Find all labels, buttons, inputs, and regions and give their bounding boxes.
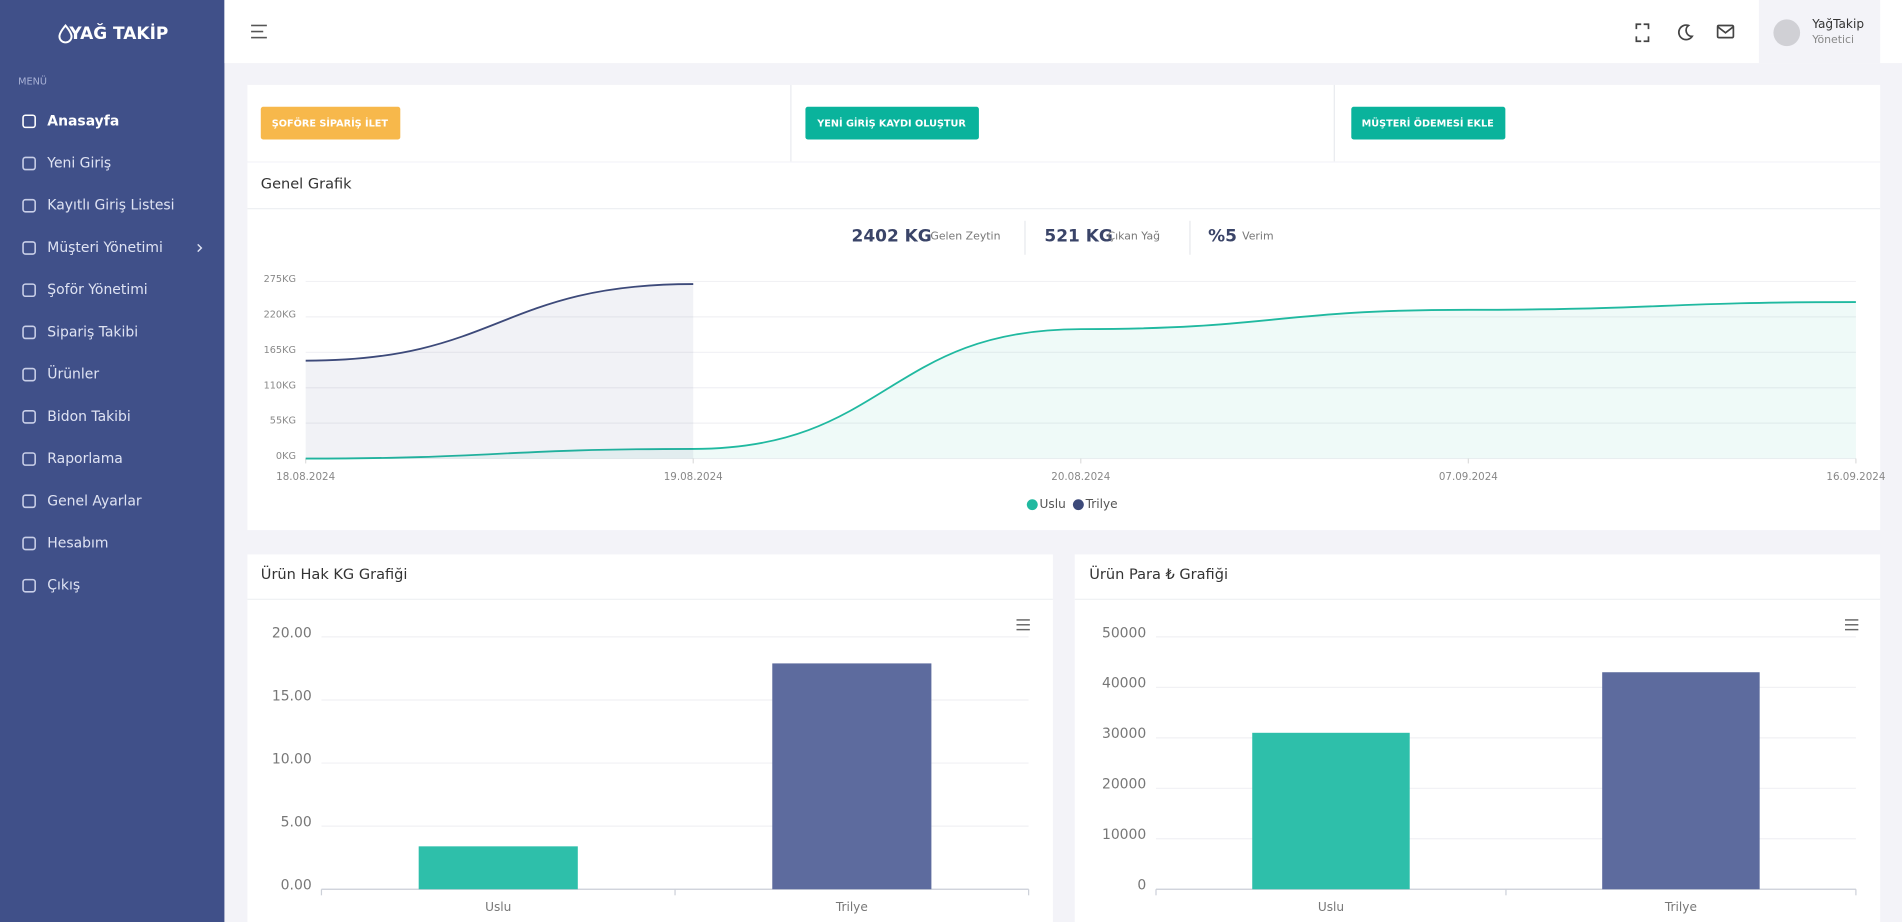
menu-icon: [22, 409, 36, 424]
y-tick-label: 110KG: [264, 380, 296, 391]
y-tick-label: 40000: [1102, 676, 1146, 692]
series-line: [305, 301, 1856, 460]
menu-icon: [22, 114, 36, 129]
menu-icon: [22, 283, 36, 298]
series-line: [305, 283, 694, 362]
menu-item[interactable]: Şoför Yönetimi: [47, 282, 147, 298]
card-title: Genel Grafik: [261, 175, 352, 192]
menu-item[interactable]: Ürünler: [47, 365, 99, 383]
fullscreen-button[interactable]: [1635, 23, 1650, 43]
action-button[interactable]: [1351, 106, 1506, 140]
y-tick-label: 0.00: [281, 878, 312, 894]
bar: [772, 663, 932, 890]
menu-item[interactable]: Bidon Takibi: [47, 409, 130, 425]
menu-item[interactable]: Hesabım: [47, 535, 108, 551]
x-tick-label: 20.08.2024: [1051, 471, 1110, 483]
menu-item[interactable]: Yeni Giriş: [46, 156, 111, 172]
menu-icon: [22, 494, 36, 509]
chart-card: [247, 554, 1053, 922]
y-tick-label: 165KG: [264, 345, 296, 356]
chart-menu[interactable]: [1016, 619, 1030, 631]
card-title: Ürün Hak KG Grafiği: [261, 565, 408, 583]
y-tick-label: 0: [1137, 878, 1146, 894]
stat-label: Verim: [1242, 230, 1273, 243]
menu-item[interactable]: Anasayfa: [47, 113, 119, 129]
card-title: Ürün Para ₺ Grafiği: [1089, 565, 1228, 583]
menu-item[interactable]: Sipariş Takibi: [47, 324, 138, 340]
menu-item[interactable]: Çıkış: [47, 578, 80, 594]
stat-label: Gelen Zeytin: [930, 230, 1000, 243]
y-tick-label: 220KG: [264, 309, 296, 320]
series-area: [305, 284, 694, 459]
x-tick-label: Uslu: [1318, 900, 1344, 914]
sidebar: [0, 0, 225, 922]
menu-chevron: [197, 243, 203, 253]
brand[interactable]: YAĞ TAKİP: [68, 22, 168, 44]
user-role: Yönetici: [1811, 33, 1854, 46]
x-tick-label: Uslu: [485, 900, 511, 914]
stat-label: Çıkan Yağ: [1107, 230, 1160, 243]
bar: [1252, 732, 1410, 890]
y-tick-label: 0KG: [276, 451, 296, 462]
menu-item[interactable]: Genel Ayarlar: [47, 493, 142, 509]
mail-button[interactable]: [1716, 24, 1735, 39]
y-tick-label: 50000: [1102, 625, 1146, 641]
x-tick-label: 19.08.2024: [664, 471, 723, 483]
menu-item[interactable]: Kayıtlı Giriş Listesi: [47, 198, 174, 214]
menu-icon: [22, 325, 36, 340]
actions-card: [247, 84, 1881, 162]
legend-label[interactable]: Trilye: [1085, 497, 1118, 511]
legend-swatch[interactable]: [1026, 499, 1038, 511]
menu-icon: [22, 367, 36, 382]
y-tick-label: 30000: [1102, 726, 1146, 742]
header: [224, 0, 1902, 64]
menu-item[interactable]: Müşteri Yönetimi: [47, 240, 163, 256]
y-tick-label: 10.00: [272, 751, 312, 767]
x-tick-label: 16.09.2024: [1826, 471, 1885, 483]
menu-icon: [22, 536, 36, 551]
menu-icon: [22, 578, 36, 593]
action-label[interactable]: ŞOFÖRE SİPARİŞ İLET: [272, 116, 389, 130]
bar: [418, 846, 578, 890]
y-tick-label: 20000: [1102, 777, 1146, 793]
action-label[interactable]: YENİ GİRİŞ KAYDI OLUŞTUR: [816, 116, 966, 130]
menu-item[interactable]: Raporlama: [47, 451, 123, 467]
menu-icon: [22, 198, 36, 213]
theme-button[interactable]: [1678, 24, 1694, 41]
action-button[interactable]: [805, 106, 979, 140]
x-tick-label: Trilye: [835, 900, 868, 914]
stat-value: %5: [1208, 227, 1237, 247]
menu-icon: [22, 156, 36, 171]
y-tick-label: 20.00: [272, 625, 312, 641]
user-name: YağTakip: [1811, 17, 1864, 31]
bar: [1602, 672, 1760, 890]
action-button[interactable]: [260, 106, 401, 140]
action-label[interactable]: MÜŞTERİ ÖDEMESİ EKLE: [1362, 116, 1494, 130]
stat-value: 2402 KG: [852, 227, 932, 247]
avatar: [1773, 19, 1801, 47]
y-tick-label: 55KG: [270, 416, 296, 427]
summary-card: [247, 162, 1881, 531]
y-tick-label: 275KG: [264, 274, 296, 285]
menu-icon: [22, 241, 36, 255]
y-tick-label: 15.00: [272, 688, 312, 704]
x-tick-label: 18.08.2024: [276, 471, 335, 483]
x-tick-label: 07.09.2024: [1439, 471, 1498, 483]
y-tick-label: 10000: [1102, 827, 1146, 843]
legend-swatch[interactable]: [1072, 499, 1084, 511]
stat-value: 521 KG: [1044, 227, 1112, 247]
chart-menu[interactable]: [1844, 619, 1859, 631]
x-tick-label: Trilye: [1664, 900, 1697, 914]
brand-icon: [58, 23, 73, 44]
legend-label[interactable]: Uslu: [1040, 497, 1066, 511]
menu-icon: [22, 452, 36, 466]
y-tick-label: 5.00: [281, 815, 312, 831]
menu-section: MENÜ: [18, 74, 47, 87]
series-area: [305, 302, 1856, 459]
menu-toggle[interactable]: [251, 24, 267, 39]
